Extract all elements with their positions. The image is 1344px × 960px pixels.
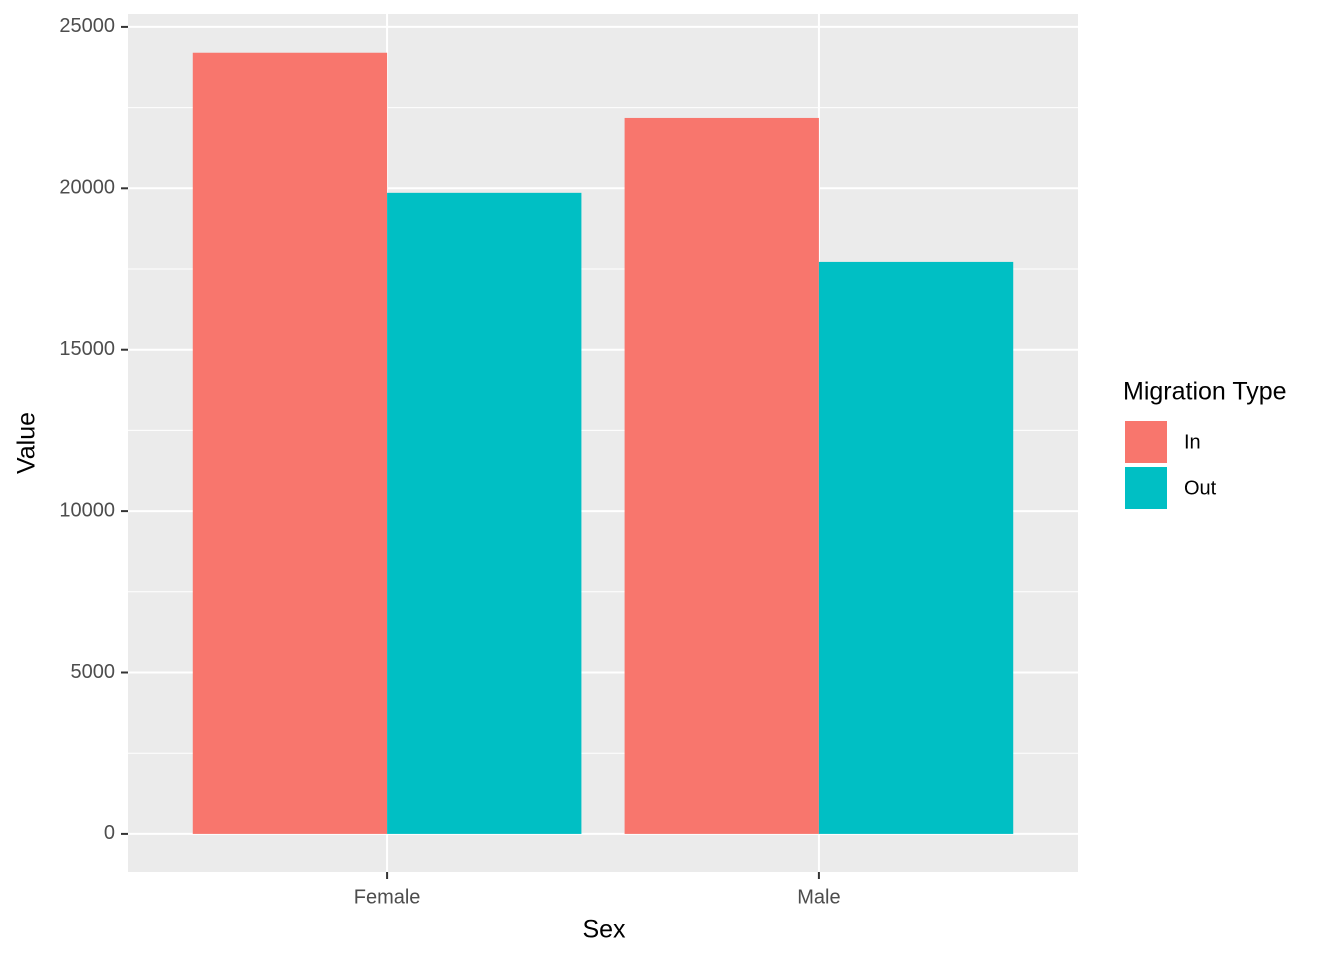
y-tick-label: 15000 (59, 338, 115, 360)
bar (387, 192, 582, 834)
y-tick-label: 25000 (59, 15, 115, 37)
y-tick-label: 10000 (59, 499, 115, 521)
bars (192, 52, 1014, 834)
legend-swatch (1125, 421, 1167, 463)
bar (192, 52, 388, 834)
x-tick-label: Female (354, 886, 421, 908)
x-tick-label: Male (797, 886, 840, 908)
legend-label: Out (1184, 477, 1217, 499)
y-tick-label: 0 (104, 822, 115, 844)
y-axis-title: Value (13, 412, 41, 474)
y-tick-label: 5000 (71, 661, 116, 683)
legend: In Out (1125, 421, 1217, 509)
legend-title: Migration Type (1123, 378, 1287, 406)
legend-swatch (1125, 467, 1167, 509)
legend-label: In (1184, 431, 1201, 453)
bar (624, 117, 819, 834)
y-tick-label: 20000 (59, 177, 115, 199)
bar (818, 261, 1014, 834)
x-axis-title: Sex (582, 916, 626, 944)
axes: 0 5000 10000 15000 20000 25000 Female Male (59, 15, 840, 908)
